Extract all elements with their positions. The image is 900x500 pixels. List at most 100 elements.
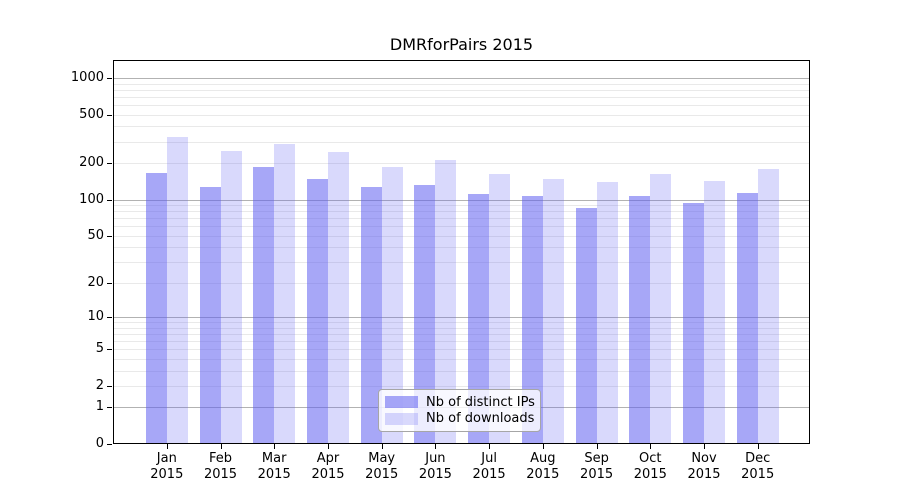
x-tick-label-dec: Dec 2015 bbox=[728, 451, 788, 483]
gridline-minor-5 bbox=[113, 349, 810, 351]
bar-apr-nb-of-downloads bbox=[328, 151, 349, 444]
legend-label-distinct-ips: Nb of distinct IPs bbox=[426, 394, 535, 410]
gridline-minor-70 bbox=[113, 218, 810, 220]
bar-nov-nb-of-distinct-ips bbox=[683, 203, 704, 444]
gridline-minor-6 bbox=[113, 340, 810, 342]
x-tick-label-jul: Jul 2015 bbox=[459, 451, 519, 483]
y-tick-mark-20 bbox=[107, 282, 112, 284]
y-tick-label-1: 1 bbox=[95, 399, 104, 415]
gridline-minor-300 bbox=[113, 141, 810, 143]
bar-jun-nb-of-distinct-ips bbox=[414, 184, 436, 444]
bar-jul-nb-of-distinct-ips bbox=[468, 194, 490, 444]
x-tick-label-jun: Jun 2015 bbox=[405, 451, 465, 483]
y-tick-label-20: 20 bbox=[87, 274, 104, 290]
x-tick-year-may: 2015 bbox=[365, 467, 399, 482]
gridline-minor-700 bbox=[113, 96, 810, 98]
x-tick-mark-jun bbox=[435, 444, 437, 449]
y-tick-label-1000: 1000 bbox=[70, 69, 104, 85]
bar-mar-nb-of-downloads bbox=[274, 144, 296, 444]
bar-may-nb-of-distinct-ips bbox=[360, 186, 382, 444]
y-tick-mark-1000 bbox=[107, 77, 112, 79]
gridline-minor-8 bbox=[113, 327, 810, 329]
x-tick-month-may: May bbox=[368, 451, 396, 466]
gridline-minor-600 bbox=[113, 105, 810, 106]
bar-dec-nb-of-distinct-ips bbox=[736, 193, 758, 444]
bar-apr-nb-of-distinct-ips bbox=[307, 178, 328, 444]
y-tick-label-10: 10 bbox=[87, 309, 104, 324]
x-tick-mark-may bbox=[381, 444, 383, 449]
x-tick-label-oct: Oct 2015 bbox=[620, 451, 680, 483]
legend-item-downloads: Nb of downloads bbox=[385, 411, 534, 427]
y-tick-label-0: 0 bbox=[95, 436, 104, 451]
gridline-major-10 bbox=[113, 317, 810, 318]
bar-oct-nb-of-distinct-ips bbox=[629, 195, 651, 444]
bar-nov-nb-of-downloads bbox=[704, 180, 725, 444]
x-tick-month-dec: Dec bbox=[745, 451, 771, 466]
x-tick-month-apr: Apr bbox=[316, 451, 340, 466]
x-tick-month-feb: Feb bbox=[208, 451, 233, 466]
x-tick-year-apr: 2015 bbox=[311, 467, 345, 482]
x-tick-mark-sep bbox=[596, 444, 598, 449]
x-tick-month-jan: Jan bbox=[156, 451, 177, 466]
x-tick-mark-jan bbox=[166, 444, 168, 449]
x-tick-year-jul: 2015 bbox=[472, 467, 506, 482]
bar-feb-nb-of-downloads bbox=[220, 150, 242, 444]
gridline-minor-200 bbox=[113, 163, 810, 164]
gridline-minor-2 bbox=[113, 385, 810, 387]
x-tick-month-nov: Nov bbox=[691, 451, 717, 466]
x-tick-year-jun: 2015 bbox=[418, 467, 452, 482]
gridline-minor-20 bbox=[113, 282, 810, 284]
gridline-minor-90 bbox=[113, 205, 810, 206]
bar-may-nb-of-downloads bbox=[381, 166, 403, 444]
legend-label-downloads: Nb of downloads bbox=[426, 411, 535, 427]
y-tick-mark-100 bbox=[107, 199, 112, 201]
y-tick-mark-2 bbox=[107, 385, 112, 387]
y-tick-mark-1 bbox=[107, 407, 112, 409]
gridline-major-1000 bbox=[113, 77, 810, 79]
x-tick-mark-apr bbox=[328, 444, 329, 449]
legend: Nb of distinct IPs Nb of downloads bbox=[378, 389, 541, 432]
x-tick-mark-nov bbox=[704, 444, 705, 449]
x-tick-month-mar: Mar bbox=[261, 451, 287, 466]
gridline-minor-50 bbox=[113, 235, 810, 237]
legend-swatch-distinct-ips bbox=[385, 396, 418, 409]
y-tick-mark-500 bbox=[107, 114, 112, 116]
x-tick-label-may: May 2015 bbox=[352, 451, 412, 483]
y-tick-label-500: 500 bbox=[79, 106, 104, 122]
x-tick-label-apr: Apr 2015 bbox=[298, 451, 358, 483]
bar-jun-nb-of-downloads bbox=[435, 160, 457, 444]
chart-title: DMRforPairs 2015 bbox=[389, 35, 534, 54]
x-tick-mark-feb bbox=[220, 444, 222, 449]
x-tick-year-oct: 2015 bbox=[633, 467, 667, 482]
gridline-minor-60 bbox=[113, 226, 810, 228]
gridline-minor-40 bbox=[113, 247, 810, 249]
gridline-minor-500 bbox=[113, 114, 810, 116]
bar-sep-nb-of-distinct-ips bbox=[575, 208, 597, 444]
bar-jul-nb-of-downloads bbox=[489, 174, 511, 444]
x-tick-month-jun: Jun bbox=[425, 451, 446, 466]
x-tick-mark-oct bbox=[650, 444, 652, 449]
y-tick-mark-50 bbox=[107, 235, 112, 237]
gridline-minor-7 bbox=[113, 333, 810, 335]
y-tick-mark-10 bbox=[107, 317, 112, 318]
gridline-minor-400 bbox=[113, 126, 810, 128]
y-tick-label-50: 50 bbox=[87, 227, 104, 243]
x-tick-label-sep: Sep 2015 bbox=[567, 451, 627, 483]
gridline-minor-80 bbox=[113, 211, 810, 213]
bar-dec-nb-of-downloads bbox=[757, 169, 779, 444]
bar-oct-nb-of-downloads bbox=[650, 173, 672, 444]
gridline-major-100 bbox=[113, 199, 810, 201]
y-tick-mark-0 bbox=[107, 444, 112, 445]
x-tick-month-oct: Oct bbox=[639, 451, 662, 466]
x-tick-mark-dec bbox=[757, 444, 759, 449]
gridline-minor-30 bbox=[113, 262, 810, 264]
legend-swatch-downloads bbox=[385, 412, 418, 425]
legend-item-distinct-ips: Nb of distinct IPs bbox=[385, 394, 535, 410]
gridline-minor-3 bbox=[113, 370, 810, 372]
gridline-minor-9 bbox=[113, 322, 810, 323]
x-tick-month-jul: Jul bbox=[481, 451, 497, 466]
y-tick-mark-5 bbox=[107, 349, 112, 351]
x-tick-month-aug: Aug bbox=[530, 451, 556, 466]
y-tick-label-100: 100 bbox=[79, 191, 104, 207]
